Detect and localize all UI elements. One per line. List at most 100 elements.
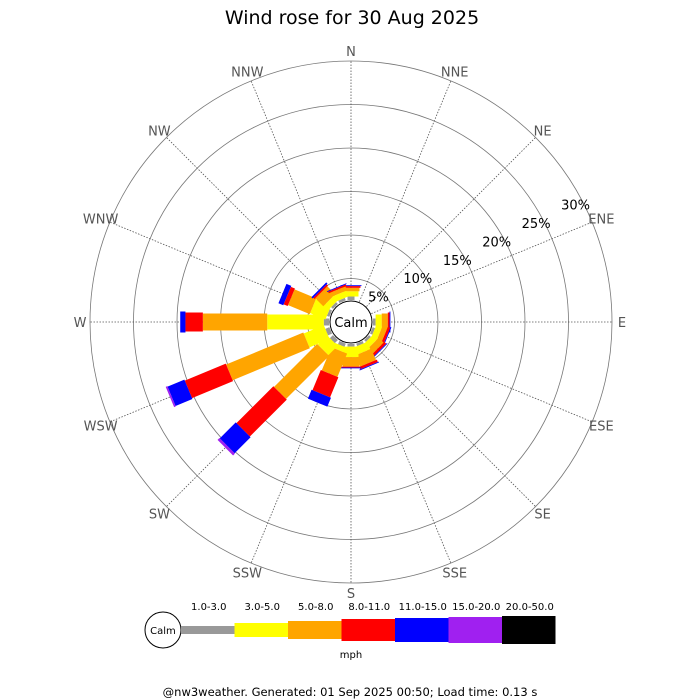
legend-swatch-1 xyxy=(234,623,288,637)
bar-segment-ese-4 xyxy=(382,327,392,347)
bar-segment-nnw-4 xyxy=(326,283,347,293)
grid-ring-6 xyxy=(89,60,613,584)
legend-swatch-0 xyxy=(181,626,235,634)
bar-segment-nnw-3 xyxy=(328,284,347,294)
percent-label-25: 25% xyxy=(522,217,551,232)
bar-segment-wnw-3 xyxy=(283,286,295,307)
bar-segment-e-0 xyxy=(372,318,376,326)
direction-label-wnw: WNW xyxy=(83,212,119,227)
bar-segment-wsw-2 xyxy=(226,332,310,381)
footer-text: @nw3weather. Generated: 01 Sep 2025 00:5… xyxy=(163,685,538,699)
percent-label-15: 15% xyxy=(443,254,472,269)
direction-label-sse: SSE xyxy=(442,566,467,581)
bar-segment-se-0 xyxy=(364,335,371,342)
bar-segment-sw-3 xyxy=(236,386,287,437)
bar-segment-e-4 xyxy=(389,311,391,333)
bar-segment-sse-0 xyxy=(356,340,364,347)
bar-segment-w-3 xyxy=(185,312,203,332)
bar-segment-wnw-4 xyxy=(278,283,292,306)
legend-swatch-3 xyxy=(341,619,395,641)
bar-segment-n-1 xyxy=(343,291,359,297)
bar-segment-sw-2 xyxy=(274,343,330,399)
bar-segment-nnw-0 xyxy=(338,297,346,304)
bar-segment-w-2 xyxy=(202,313,268,331)
bar-segment-sw-5 xyxy=(217,438,235,456)
bar-segment-nw-3 xyxy=(313,284,329,300)
spoke-sse xyxy=(359,342,452,564)
legend-swatch-5 xyxy=(448,617,502,643)
bar-segment-sse-4 xyxy=(359,361,380,371)
direction-label-e: E xyxy=(618,316,626,331)
bar-segment-wsw-4 xyxy=(167,379,193,407)
direction-spokes xyxy=(90,61,612,583)
bar-segment-w-1 xyxy=(267,314,324,330)
legend-swatch-2 xyxy=(288,621,342,639)
bar-segment-se-3 xyxy=(370,341,387,358)
speed-legend: Calm 1.0-3.0 3.0-5.0 5.0-8.0 8.0-11.0 11.0-15… xyxy=(144,602,556,661)
bar-n xyxy=(340,285,362,300)
chart-title: Wind rose for 30 Aug 2025 xyxy=(225,7,479,29)
bar-segment-n-2 xyxy=(342,287,360,292)
bar-segment-ssw-4 xyxy=(307,389,331,407)
bar-segment-ssw-2 xyxy=(321,347,348,377)
direction-label-w: W xyxy=(74,316,87,331)
bar-segment-wsw-5 xyxy=(165,386,176,408)
percent-label-10: 10% xyxy=(403,272,432,287)
bar-segment-s-1 xyxy=(343,346,359,358)
percent-label-5: 5% xyxy=(368,291,389,306)
bar-segment-nw-0 xyxy=(331,302,338,309)
bar-segment-ese-0 xyxy=(369,327,376,335)
bar-segment-se-4 xyxy=(372,343,388,359)
grid-ring-4 xyxy=(176,147,526,497)
bar-segment-wnw-0 xyxy=(326,309,333,317)
bar-segment-n-4 xyxy=(340,285,362,287)
legend-calm-label: Calm xyxy=(150,626,176,637)
bar-segment-s-2 xyxy=(342,357,360,367)
direction-label-nw: NW xyxy=(148,124,171,139)
bar-segment-sw-4 xyxy=(219,422,251,454)
bar-segment-wsw-3 xyxy=(184,363,234,399)
direction-label-s: S xyxy=(347,587,355,602)
direction-label-nnw: NNW xyxy=(231,66,263,81)
bar-segment-nnw-1 xyxy=(332,290,349,303)
bar-w xyxy=(180,311,329,333)
bar-wsw xyxy=(165,325,333,408)
bar-segment-n-3 xyxy=(341,286,361,288)
spoke-ese xyxy=(371,330,593,423)
spoke-se xyxy=(366,337,536,507)
legend-label-0: 1.0-3.0 xyxy=(191,602,226,613)
direction-label-ene: ENE xyxy=(588,212,614,227)
bar-segment-ssw-0 xyxy=(338,340,346,347)
direction-label-se: SE xyxy=(534,508,550,523)
bar-segment-n-0 xyxy=(347,296,355,300)
bar-segment-nw-4 xyxy=(311,282,328,299)
bar-segment-nnw-2 xyxy=(329,286,348,297)
legend-swatch-4 xyxy=(395,618,449,642)
bar-segment-e-3 xyxy=(387,312,390,332)
legend-label-4: 11.0-15.0 xyxy=(399,602,447,613)
legend-label-5: 15.0-20.0 xyxy=(452,602,500,613)
direction-label-ne: NE xyxy=(534,124,552,139)
bar-segment-w-4 xyxy=(180,311,186,333)
bar-segment-ese-3 xyxy=(380,326,391,346)
bar-sse xyxy=(353,340,380,371)
bar-segment-wsw-1 xyxy=(303,325,330,348)
bar-segment-sse-3 xyxy=(359,359,378,370)
percent-label-20: 20% xyxy=(482,235,511,250)
spoke-nnw xyxy=(250,80,343,302)
percent-labels: 5% 10% 15% 20% 25% 30% xyxy=(368,199,590,306)
bar-segment-s-4 xyxy=(340,367,362,369)
spoke-nw xyxy=(166,137,336,307)
bar-nnw xyxy=(326,283,349,304)
calm-label: Calm xyxy=(334,316,367,331)
legend-unit: mph xyxy=(340,650,362,661)
spoke-nne xyxy=(359,80,452,302)
bar-segment-ssw-3 xyxy=(312,370,339,398)
direction-label-wsw: WSW xyxy=(84,420,118,435)
legend-label-3: 8.0-11.0 xyxy=(348,602,390,613)
bar-segment-w-0 xyxy=(323,318,329,326)
legend-label-6: 20.0-50.0 xyxy=(506,602,554,613)
direction-label-ese: ESE xyxy=(589,420,614,435)
legend-swatch-6 xyxy=(502,616,556,644)
